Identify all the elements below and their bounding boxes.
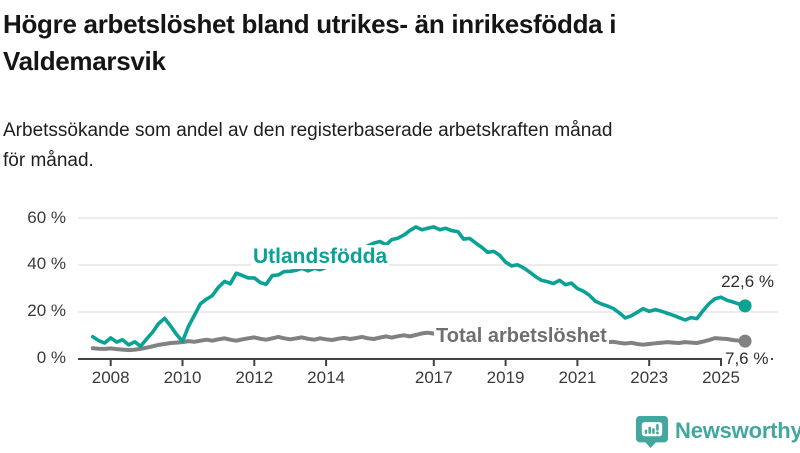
newsworthy-logo-text: Newsworthy: [675, 418, 800, 443]
x-axis-label: 2014: [307, 368, 345, 387]
series-end-dot-utlandsfodda: [738, 299, 752, 313]
page-title: Högre arbetslöshet bland utrikes- än inr…: [3, 6, 616, 80]
title-line-1: Högre arbetslöshet bland utrikes- än inr…: [3, 9, 617, 39]
x-axis-label: 2025: [702, 368, 740, 387]
subtitle-line-2: för månad.: [3, 150, 94, 171]
y-axis-label-0: 0 %: [36, 348, 66, 367]
newsworthy-logo[interactable]: Newsworthy: [636, 414, 800, 448]
x-axis-label: 2019: [486, 368, 525, 387]
title-line-2: Valdemarsvik: [3, 46, 166, 76]
y-axis-label-60: 60 %: [27, 208, 66, 227]
end-value-label-total: 7,6 %: [722, 349, 772, 368]
series-label-utlandsfodda: Utlandsfödda: [251, 245, 390, 269]
x-axis-label: 2017: [414, 368, 453, 387]
end-value-label-utlandsfodda: 22,6 %: [721, 272, 774, 291]
y-axis-label-20: 20 %: [27, 301, 66, 320]
x-axis-label: 2023: [630, 368, 669, 387]
series-label-total: Total arbetslöshet: [434, 325, 609, 348]
chart-subtitle: Arbetssökande som andel av den registerb…: [3, 116, 612, 176]
newsworthy-logo-icon: [636, 415, 668, 448]
x-axis-label: 2021: [558, 368, 597, 387]
series-line-utlandsfodda: [91, 225, 747, 349]
x-axis-label: 2008: [91, 368, 130, 387]
y-axis-label-40: 40 %: [27, 254, 66, 273]
series-end-dot-total: [738, 334, 752, 348]
subtitle-line-1: Arbetssökande som andel av den registerb…: [3, 120, 613, 141]
series-line-total: [90, 330, 748, 353]
x-axis-label: 2010: [163, 368, 202, 387]
x-axis-label: 2012: [235, 368, 274, 387]
